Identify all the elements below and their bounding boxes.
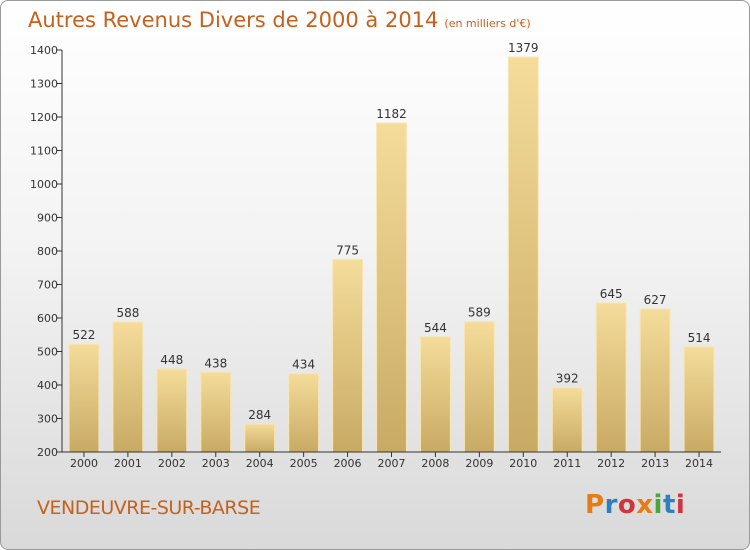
proxiti-logo: Proxiti xyxy=(585,490,685,520)
x-tick-label: 2003 xyxy=(202,457,230,470)
bar-value-label: 448 xyxy=(160,353,183,367)
bar-value-label: 392 xyxy=(556,372,579,386)
logo-letter: i xyxy=(675,490,686,520)
y-tick-label: 800 xyxy=(37,245,58,258)
bar-value-label: 645 xyxy=(600,287,623,301)
y-tick-label: 1200 xyxy=(30,111,58,124)
bar-value-label: 775 xyxy=(336,243,359,257)
bar-value-label: 522 xyxy=(73,328,96,342)
bar xyxy=(112,321,144,453)
y-tick-label: 300 xyxy=(37,413,58,426)
x-tick-label: 2006 xyxy=(334,457,362,470)
bar-value-label: 438 xyxy=(204,356,227,370)
bar xyxy=(68,343,100,453)
bar xyxy=(551,387,583,453)
x-tick-label: 2012 xyxy=(597,457,625,470)
bar-value-label: 514 xyxy=(688,331,711,345)
bar xyxy=(376,122,407,453)
bar-value-label: 544 xyxy=(424,321,447,335)
bar-value-label: 1379 xyxy=(508,41,539,55)
logo-letter: r xyxy=(604,490,618,520)
bars: 522 588 448 438 284 434 775 1182 544 589 1379 392 64… xyxy=(68,41,715,453)
commune-name: VENDEUVRE-SUR-BARSE xyxy=(37,497,261,519)
bar xyxy=(288,373,320,453)
bar xyxy=(507,56,539,453)
y-tick-label: 1000 xyxy=(30,178,58,191)
bar xyxy=(156,368,188,453)
x-tick-label: 2007 xyxy=(378,457,406,470)
y-tick-label: 1300 xyxy=(30,78,58,91)
logo-letter: x xyxy=(636,490,654,520)
x-tick-label: 2002 xyxy=(158,457,186,470)
logo-letter: t xyxy=(662,490,676,520)
bar-value-label: 627 xyxy=(644,293,667,307)
bar-value-label: 589 xyxy=(468,306,491,320)
y-tick-label: 200 xyxy=(37,446,58,459)
bar xyxy=(463,321,495,453)
y-axis: 200 300 400 500 600 700 800 900 1000 1100 1200 1300… xyxy=(30,44,63,459)
bar xyxy=(595,302,627,453)
x-tick-label: 2004 xyxy=(246,457,274,470)
bar-value-label: 1182 xyxy=(376,107,407,121)
logo-letter: i xyxy=(653,490,663,520)
bar-value-label: 284 xyxy=(248,408,271,422)
y-tick-label: 700 xyxy=(37,279,58,292)
bar xyxy=(419,336,451,453)
bar xyxy=(683,346,715,453)
x-tick-label: 2005 xyxy=(290,457,318,470)
bar-value-label: 434 xyxy=(292,358,315,372)
bar xyxy=(244,423,276,453)
y-tick-label: 900 xyxy=(37,212,58,225)
x-axis: 2000 2001 2002 2003 2004 2005 2006 2007 2008 2009… xyxy=(62,451,721,470)
chart-subtitle: (en milliers d'€) xyxy=(444,17,531,30)
bar-value-label: 588 xyxy=(116,306,139,320)
y-tick-label: 400 xyxy=(37,379,58,392)
y-tick-label: 1100 xyxy=(30,145,58,158)
bar xyxy=(639,308,671,453)
x-tick-label: 2010 xyxy=(509,457,537,470)
x-tick-label: 2000 xyxy=(70,457,98,470)
logo-letter: o xyxy=(617,490,637,520)
chart-title: Autres Revenus Divers de 2000 à 2014 (en … xyxy=(28,8,531,32)
chart-title-text: Autres Revenus Divers de 2000 à 2014 xyxy=(28,8,439,32)
x-tick-label: 2008 xyxy=(421,457,449,470)
bar xyxy=(332,258,364,453)
x-tick-label: 2013 xyxy=(641,457,669,470)
y-tick-label: 1400 xyxy=(30,44,58,57)
x-tick-label: 2011 xyxy=(553,457,581,470)
x-tick-label: 2014 xyxy=(685,457,713,470)
bar xyxy=(200,371,232,453)
x-tick-label: 2001 xyxy=(114,457,142,470)
y-tick-label: 600 xyxy=(37,312,58,325)
x-tick-label: 2009 xyxy=(465,457,493,470)
logo-letter: P xyxy=(585,490,605,520)
y-tick-label: 500 xyxy=(37,346,58,359)
